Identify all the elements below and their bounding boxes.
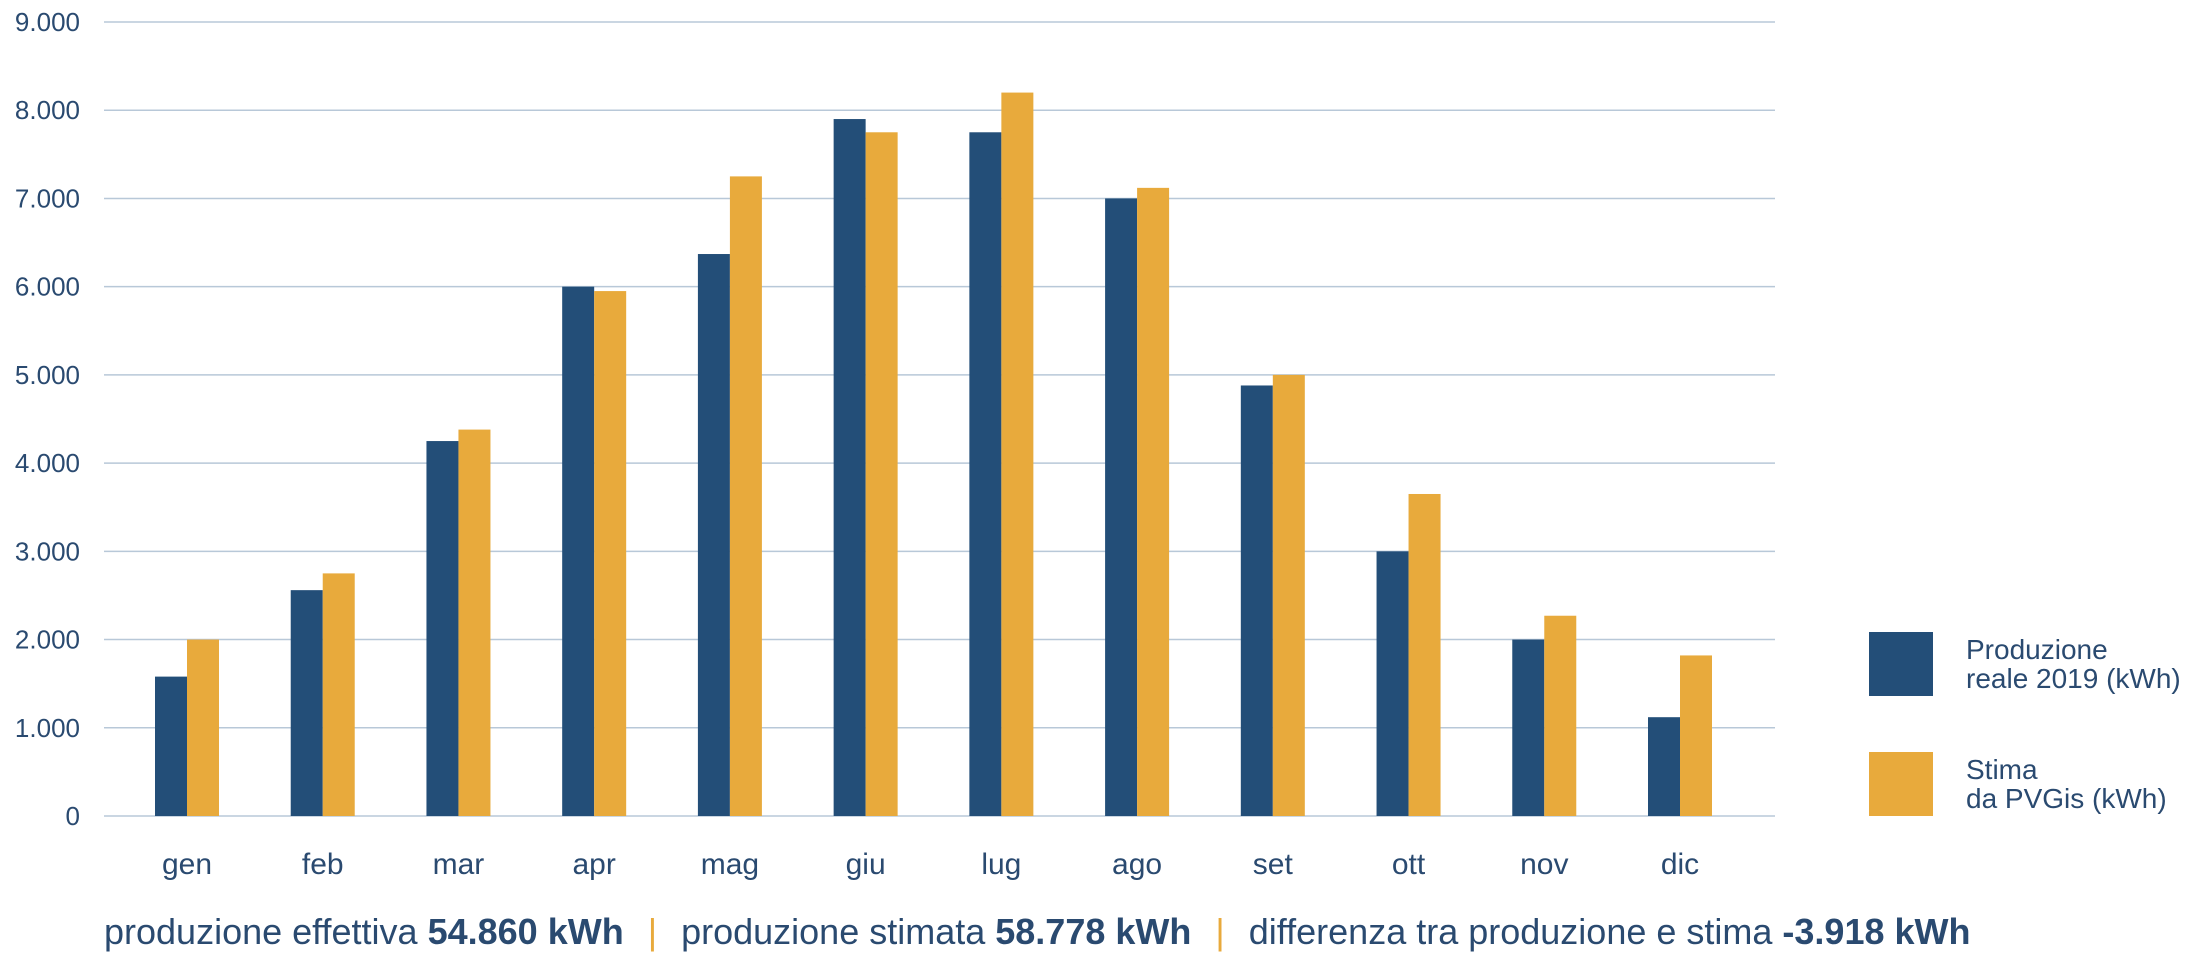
bar-giu-series-1 [833, 119, 866, 817]
y-tick-label: 9.000 [15, 7, 80, 37]
bar-lug-series-1 [969, 132, 1002, 816]
difference-value: -3.918 kWh [1782, 911, 1971, 952]
x-tick-label: lug [981, 848, 1021, 881]
bar-ago-series-1 [1105, 198, 1138, 816]
y-tick-label: 3.000 [15, 536, 80, 566]
x-tick-label: ago [1112, 848, 1162, 881]
bar-dic-series-1 [1648, 717, 1680, 816]
x-tick-label: set [1253, 848, 1294, 881]
x-tick-label: mag [701, 848, 759, 881]
y-tick-label: 2.000 [15, 625, 80, 655]
bar-feb-series-1 [290, 590, 323, 816]
legend-label: reale 2019 (kWh) [1966, 663, 2181, 694]
legend-swatch [1869, 752, 1933, 816]
bar-gen-series-2 [187, 639, 219, 816]
bar-set-series-1 [1240, 385, 1273, 816]
bar-mag-series-2 [729, 176, 762, 816]
x-tick-label: dic [1661, 848, 1699, 881]
legend-label: da PVGis (kWh) [1966, 783, 2167, 814]
y-tick-label: 4.000 [15, 448, 80, 478]
legend-label: Produzione [1966, 634, 2108, 665]
bar-apr-series-2 [594, 291, 627, 817]
separator: | [647, 911, 658, 952]
y-tick-label: 6.000 [15, 272, 80, 302]
summary-line: produzione effettiva 54.860 kWh | produz… [104, 908, 1971, 956]
bar-ott-series-1 [1376, 551, 1409, 816]
bar-apr-series-1 [562, 286, 595, 817]
bar-ott-series-2 [1408, 493, 1441, 816]
y-tick-label: 7.000 [15, 183, 80, 213]
y-tick-label: 5.000 [15, 360, 80, 390]
bar-nov-series-2 [1544, 615, 1577, 816]
bar-dic-series-2 [1680, 655, 1712, 816]
bar-chart: 0 1.000 2.000 3.000 4.000 5.000 6.000 7.000 8.00… [15, 7, 2181, 881]
x-tick-label: feb [302, 848, 344, 881]
y-tick-label: 1.000 [15, 713, 80, 743]
bar-gen-series-1 [155, 676, 187, 816]
bar-mag-series-1 [697, 254, 730, 817]
difference-label: differenza tra produzione e stima [1248, 911, 1773, 952]
x-tick-label: apr [573, 848, 616, 881]
estimated-production-label: produzione stimata [681, 911, 986, 952]
y-tick-label: 8.000 [15, 95, 80, 125]
x-tick-label: nov [1520, 848, 1568, 881]
bar-mar-series-1 [426, 441, 459, 816]
bar-nov-series-1 [1512, 639, 1545, 816]
bar-ago-series-2 [1137, 187, 1170, 816]
bar-lug-series-2 [1001, 92, 1034, 817]
x-tick-label: mar [433, 848, 485, 881]
x-tick-label: gen [162, 848, 212, 881]
bar-feb-series-2 [322, 573, 355, 816]
bars [155, 92, 1712, 817]
estimated-production-value: 58.778 kWh [995, 911, 1192, 952]
gridlines [104, 21, 1775, 817]
x-tick-label: ott [1392, 848, 1426, 881]
bar-giu-series-2 [865, 132, 898, 816]
actual-production-value: 54.860 kWh [427, 911, 624, 952]
bar-set-series-2 [1272, 374, 1305, 816]
x-axis-categories: gen feb mar apr mag giu lug ago set ott nov dic [162, 848, 1699, 881]
legend-label: Stima [1966, 754, 2038, 785]
bar-mar-series-2 [458, 429, 491, 816]
actual-production-label: produzione effettiva [104, 911, 418, 952]
x-tick-label: giu [846, 848, 886, 881]
y-tick-label: 0 [66, 801, 80, 831]
separator: | [1215, 911, 1225, 952]
legend-swatch [1869, 632, 1933, 696]
y-axis-ticks: 0 1.000 2.000 3.000 4.000 5.000 6.000 7.000 8.00… [15, 7, 80, 831]
